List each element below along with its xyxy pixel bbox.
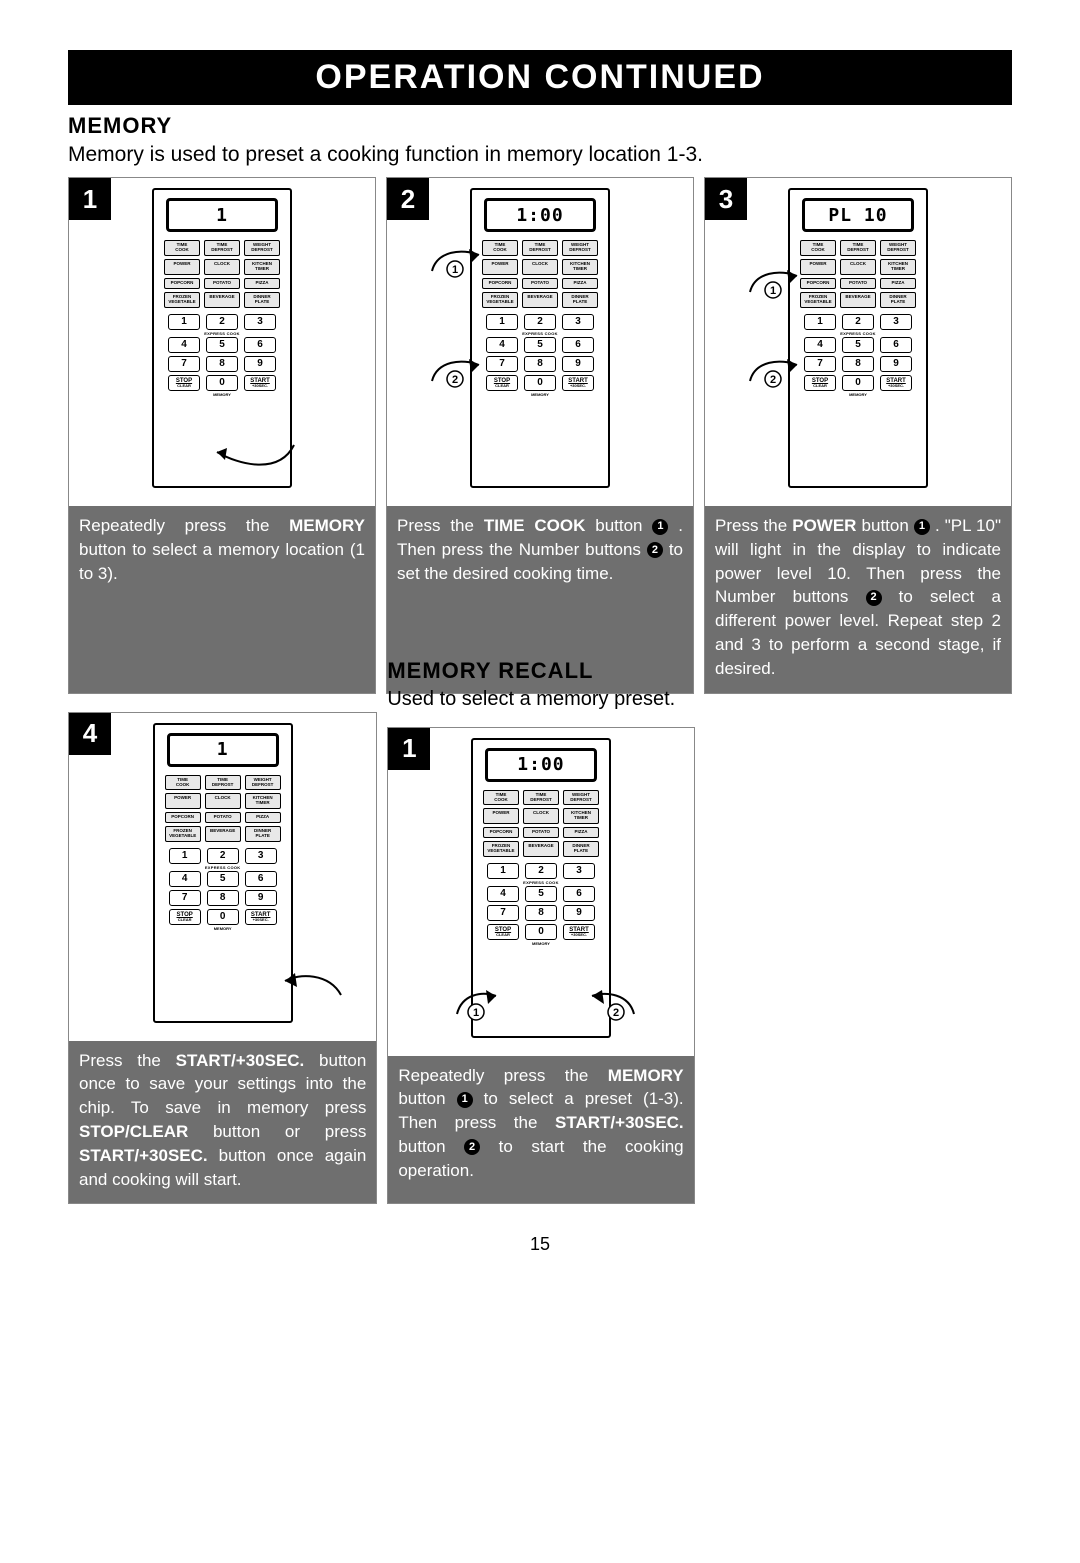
step-2-number: 2 bbox=[387, 178, 429, 220]
svg-text:2: 2 bbox=[613, 1007, 619, 1019]
recall-step-1-caption: Repeatedly press the MEMORY button 1 to … bbox=[388, 1056, 693, 1204]
svg-text:1: 1 bbox=[452, 264, 458, 276]
step-3-number: 3 bbox=[705, 178, 747, 220]
empty-column bbox=[705, 712, 1012, 1205]
svg-text:1: 1 bbox=[770, 285, 776, 297]
recall-title: MEMORY RECALL bbox=[387, 658, 694, 684]
recall-intro: Used to select a memory preset. bbox=[387, 688, 694, 711]
recall-step-1: 1 1:00TIMECOOKTIMEDEFROSTWEIGHTDEFROSTPO… bbox=[387, 727, 694, 1205]
svg-text:2: 2 bbox=[452, 374, 458, 386]
microwave-panel-4: 1TIMECOOKTIMEDEFROSTWEIGHTDEFROSTPOWERCL… bbox=[153, 723, 293, 1023]
memory-intro: Memory is used to preset a cooking funct… bbox=[68, 143, 1012, 167]
step-1: 1 1TIMECOOKTIMEDEFROSTWEIGHTDEFROSTPOWER… bbox=[68, 177, 376, 694]
microwave-panel-r1: 1:00TIMECOOKTIMEDEFROSTWEIGHTDEFROSTPOWE… bbox=[471, 738, 611, 1038]
microwave-panel-3: PL 10TIMECOOKTIMEDEFROSTWEIGHTDEFROSTPOW… bbox=[788, 188, 928, 488]
step-1-caption: Repeatedly press the MEMORY button to se… bbox=[69, 506, 375, 693]
memory-steps-row-1: 1 1TIMECOOKTIMEDEFROSTWEIGHTDEFROSTPOWER… bbox=[68, 177, 1012, 694]
page-number: 15 bbox=[68, 1234, 1012, 1255]
step-4-caption: Press the START/+30SEC. button once to s… bbox=[69, 1041, 376, 1204]
microwave-panel-2: 1:00TIMECOOKTIMEDEFROSTWEIGHTDEFROSTPOWE… bbox=[470, 188, 610, 488]
recall-column: MEMORY RECALL Used to select a memory pr… bbox=[387, 712, 694, 1205]
step-2: 2 1:00TIMECOOKTIMEDEFROSTWEIGHTDEFROSTPO… bbox=[386, 177, 694, 694]
step-4-number: 4 bbox=[69, 713, 111, 755]
svg-text:2: 2 bbox=[770, 374, 776, 386]
step-1-number: 1 bbox=[69, 178, 111, 220]
step-3: 3 PL 10TIMECOOKTIMEDEFROSTWEIGHTDEFROSTP… bbox=[704, 177, 1012, 694]
microwave-panel-1: 1TIMECOOKTIMEDEFROSTWEIGHTDEFROSTPOWERCL… bbox=[152, 188, 292, 488]
memory-steps-row-2: 4 1TIMECOOKTIMEDEFROSTWEIGHTDEFROSTPOWER… bbox=[68, 712, 1012, 1205]
memory-title: MEMORY bbox=[68, 113, 1012, 139]
recall-step-1-number: 1 bbox=[388, 728, 430, 770]
page-header: OPERATION CONTINUED bbox=[68, 50, 1012, 105]
step-4: 4 1TIMECOOKTIMEDEFROSTWEIGHTDEFROSTPOWER… bbox=[68, 712, 377, 1205]
step-3-caption: Press the POWER button 1 . "PL 10" will … bbox=[705, 506, 1011, 693]
